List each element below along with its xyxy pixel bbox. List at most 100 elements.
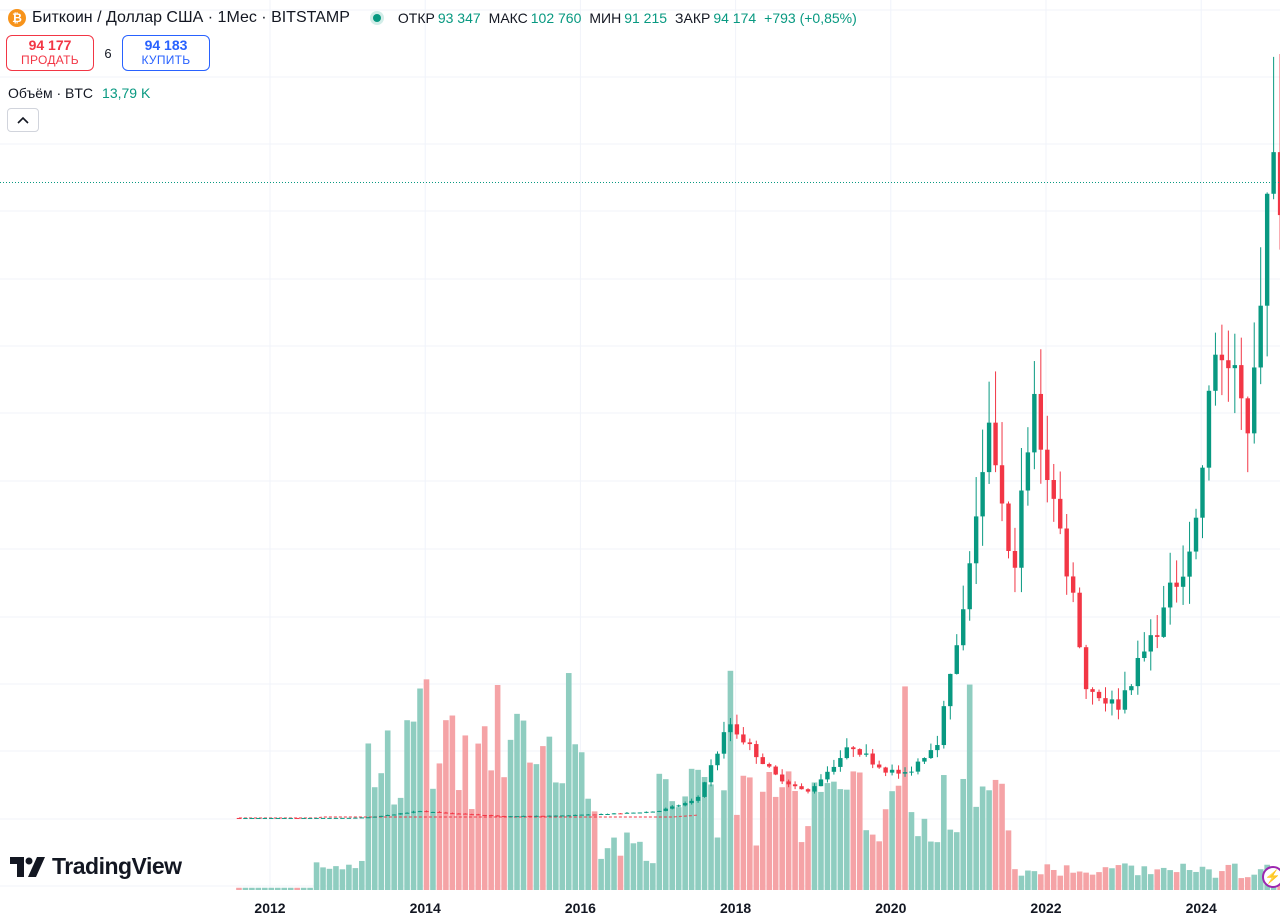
volume-bar xyxy=(986,790,992,890)
sell-price: 94 177 xyxy=(28,37,72,53)
volume-bar xyxy=(785,771,792,890)
volume-bar xyxy=(656,773,663,890)
volume-bar xyxy=(869,834,876,890)
price-candle xyxy=(935,735,940,758)
volume-bar xyxy=(281,887,288,890)
price-candle xyxy=(527,815,533,817)
volume-bar xyxy=(824,783,831,890)
volume-bar xyxy=(1206,869,1212,890)
price-candle xyxy=(450,812,455,815)
volume-bar xyxy=(417,688,423,890)
price-candle xyxy=(1064,514,1069,595)
price-candle xyxy=(1103,687,1108,712)
time-axis-label: 2014 xyxy=(409,900,441,916)
buy-label: КУПИТЬ xyxy=(141,53,191,67)
volume-bar xyxy=(1186,870,1193,890)
brand-name: TradingView xyxy=(52,853,182,879)
price-candle xyxy=(715,751,720,771)
price-candle xyxy=(1219,324,1225,396)
volume-bar xyxy=(1141,866,1148,890)
volume-bar xyxy=(1012,869,1018,890)
price-candle xyxy=(417,810,423,813)
volume-bar xyxy=(779,787,785,890)
price-candle xyxy=(443,811,449,814)
symbol-legend: ₿ Биткоин / Доллар США · 1Мес · BITSTAMP… xyxy=(8,7,865,29)
price-candle xyxy=(1025,427,1031,506)
price-candle xyxy=(340,817,345,819)
volume-bar xyxy=(643,860,650,890)
price-candle xyxy=(598,813,604,816)
lightning-icon[interactable]: ⚡ xyxy=(1262,866,1280,888)
price-candle xyxy=(1161,585,1166,638)
volume-bar xyxy=(714,837,721,890)
price-candle xyxy=(262,817,268,819)
price-candle xyxy=(805,788,811,794)
price-candle xyxy=(754,740,759,764)
price-candle xyxy=(411,810,416,814)
change-value: +793 (+0,85%) xyxy=(764,10,857,26)
volume-bar xyxy=(397,797,404,890)
volume-bar xyxy=(578,752,585,890)
volume-bar xyxy=(1109,868,1115,890)
volume-legend[interactable]: Объём · BTC 13,79 K xyxy=(8,85,150,101)
volume-bar xyxy=(1135,875,1141,890)
volume-bar xyxy=(449,715,456,890)
price-candle xyxy=(1058,471,1063,535)
volume-bar xyxy=(294,887,300,890)
volume-bar xyxy=(734,814,740,890)
price-candle xyxy=(928,743,934,759)
buy-price: 94 183 xyxy=(144,37,188,53)
price-candle xyxy=(307,817,313,819)
volume-bar xyxy=(520,720,527,890)
volume-bar xyxy=(669,801,676,890)
price-candles xyxy=(236,53,1280,819)
price-candle xyxy=(1239,337,1244,430)
volume-bar xyxy=(811,782,818,890)
price-candle xyxy=(1090,687,1095,705)
volume-bar xyxy=(1025,870,1031,890)
collapse-legend-button[interactable] xyxy=(7,108,39,132)
volume-bar xyxy=(953,832,960,890)
volume-bar xyxy=(533,764,540,890)
price-candle xyxy=(243,817,248,819)
price-candle xyxy=(566,815,571,817)
volume-bar xyxy=(346,864,352,890)
sell-button[interactable]: 94 177 ПРОДАТЬ xyxy=(6,35,94,71)
volume-bar xyxy=(1115,865,1122,890)
volume-bar xyxy=(1154,869,1161,890)
symbol-title[interactable]: Биткоин / Доллар США · 1Мес · BITSTAMP xyxy=(32,9,350,26)
volume-bar xyxy=(359,860,365,890)
buy-button[interactable]: 94 183 КУПИТЬ xyxy=(122,35,210,71)
price-candle xyxy=(437,811,442,813)
price-candle xyxy=(592,814,597,816)
price-candle xyxy=(1180,545,1186,605)
volume-bar xyxy=(494,684,501,890)
volume-bar xyxy=(300,887,307,890)
price-candle xyxy=(469,813,474,816)
volume-bar xyxy=(818,791,824,890)
price-candle xyxy=(501,815,507,818)
volume-bar xyxy=(268,887,275,890)
price-candle xyxy=(573,814,578,816)
volume-bar xyxy=(404,720,410,890)
bitcoin-icon: ₿ xyxy=(8,9,26,27)
price-candle xyxy=(560,815,565,817)
volume-bar xyxy=(1173,872,1180,890)
volume-bar xyxy=(1102,867,1109,890)
price-candle xyxy=(372,816,377,818)
price-candle xyxy=(521,815,526,817)
volume-bar xyxy=(747,777,753,890)
price-candle xyxy=(294,817,300,819)
price-candle xyxy=(488,814,494,817)
volume-bar xyxy=(966,684,973,890)
price-candle xyxy=(611,813,617,815)
price-candle xyxy=(404,812,410,814)
tradingview-logo[interactable]: TradingView xyxy=(10,853,182,880)
price-candle xyxy=(851,746,856,757)
volume-bar xyxy=(1147,874,1154,890)
price-candle xyxy=(631,812,636,814)
price-candle xyxy=(844,738,850,760)
volume-bar xyxy=(695,769,701,890)
price-candle xyxy=(1193,508,1199,560)
